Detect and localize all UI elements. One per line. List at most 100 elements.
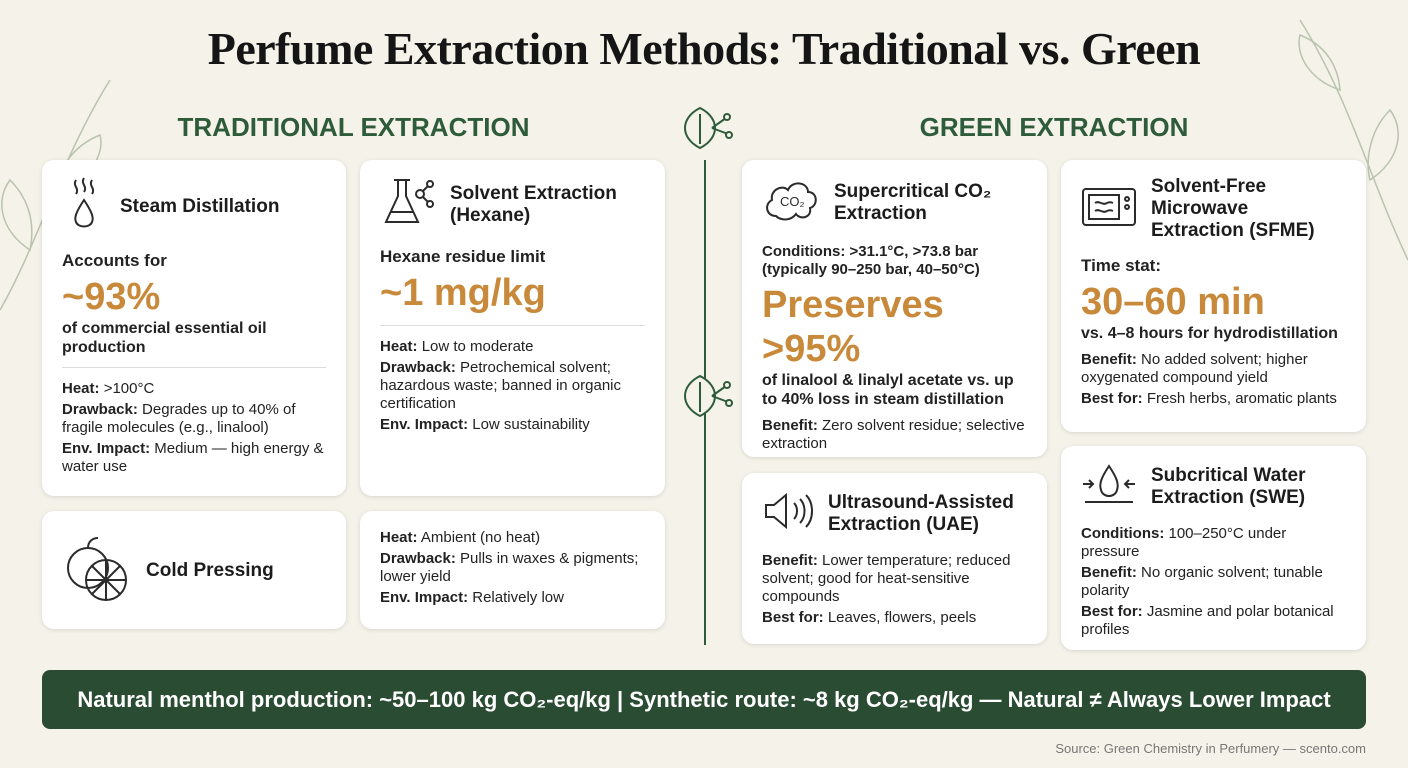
card-header: CO₂ Supercritical CO₂ Extraction [762,176,1027,229]
detail-text: No organic solvent; tunable polarity [1081,564,1323,599]
detail-line: Env. Impact: Low sustainability [380,416,645,434]
card-header: Cold Pressing [62,534,274,609]
leaf-decoration [1298,19,1408,261]
card-icon: CO₂ [762,176,820,229]
detail-line: Benefit: No added solvent; higher oxygen… [1081,351,1346,387]
card-title: Supercritical CO₂ Extraction [834,180,992,224]
card: Cold Pressing [42,511,346,629]
detail-line: Best for: Fresh herbs, aromatic plants [1081,390,1346,408]
detail-label: Benefit: [1081,564,1137,581]
detail-line: Conditions: 100–250°C under pressure [1081,525,1346,561]
detail-label: Drawback: [380,359,456,376]
divider-icon [684,106,733,150]
detail-label: Heat: [62,380,100,397]
detail-text: Petrochemical solvent; hazardous waste; … [380,359,621,412]
card-title: Cold Pressing [146,560,274,581]
card-header: Solvent-Free Microwave Extraction (SFME) [1081,176,1346,242]
detail-label: Conditions: [1081,525,1165,542]
separator [62,367,326,368]
detail-label: Best for: [1081,390,1143,407]
banner: Natural menthol production: ~50–100 kg C… [42,670,1366,729]
stat-note: vs. 4–8 hours for hydrodistillation [1081,325,1338,342]
card-icon [1081,185,1137,234]
stat-intro: Conditions: >31.1°C, >73.8 bar (typicall… [762,243,980,278]
card: Solvent-Free Microwave Extraction (SFME)… [1061,160,1366,432]
detail-line: Best for: Resins, spices, vanilla, flora… [762,456,1027,457]
stat-intro: Accounts for [62,251,167,270]
detail-label: Best for: [1081,603,1143,620]
detail-text: Leaves, flowers, peels [827,609,977,626]
detail-text: 100–250°C under pressure [1081,525,1287,560]
detail-label: Heat: [380,338,418,355]
card-header: Steam Distillation [62,176,326,237]
detail-text: Low sustainability [472,416,590,433]
detail-line: Best for: Jasmine and polar botanical pr… [1081,603,1346,639]
detail-text: Low to moderate [421,338,534,355]
stat-value: ~1 mg/kg [380,272,546,314]
card: Heat: Ambient (no heat) Drawback: Pulls i… [360,511,665,629]
divider-icon [684,374,733,418]
detail-line: Env. Impact: Relatively low [380,589,645,607]
card-title: Solvent-Free Microwave Extraction (SFME) [1151,176,1315,241]
detail-label: Drawback: [62,401,138,418]
detail-text: Pulls in waxes & pigments; lower yield [380,550,639,585]
stat-note: of commercial essential oil production [62,320,267,356]
card: CO₂ Supercritical CO₂ Extraction Condition… [742,160,1047,457]
detail-text: Fresh herbs, aromatic plants [1146,390,1337,407]
section-heading: GREEN EXTRACTION [919,112,1189,142]
detail-line: Benefit: Zero solvent residue; selective… [762,417,1027,453]
detail-label: Benefit: [762,552,818,569]
detail-label: Env. Impact: [380,589,469,606]
card-header: Subcritical Water Extraction (SWE) [1081,462,1346,511]
stat-value: Preserves >95% [762,284,944,370]
detail-text: Ambient (no heat) [420,529,541,546]
detail-text: >100°C [103,380,155,397]
card: Subcritical Water Extraction (SWE) Condit… [1061,446,1366,650]
stat-note: of linalool & linalyl acetate vs. up to … [762,372,1014,408]
detail-text: Degrades up to 40% of fragile molecules … [62,401,296,436]
card-title: Subcritical Water Extraction (SWE) [1151,464,1306,508]
detail-label: Benefit: [762,417,818,434]
detail-line: Benefit: No organic solvent; tunable pol… [1081,564,1346,600]
detail-line: Heat: >100°C [62,380,326,398]
detail-line: Drawback: Pulls in waxes & pigments; low… [380,550,645,586]
detail-label: Heat: [380,529,418,546]
card-icon [762,489,814,538]
detail-label: Benefit: [1081,351,1137,368]
detail-text: Lower temperature; reduced solvent; good… [762,552,1011,605]
card-header: Solvent Extraction (Hexane) [380,176,645,233]
detail-line: Env. Impact: Medium — high energy & wate… [62,440,326,476]
stat-intro: Time stat: [1081,256,1161,275]
detail-line: Drawback: Petrochemical solvent; hazardo… [380,359,645,413]
page-title: Perfume Extraction Methods: Traditional … [207,23,1201,74]
card: Solvent Extraction (Hexane) Hexane residu… [360,160,665,496]
source-note: Source: Green Chemistry in Perfumery — s… [1055,741,1366,756]
detail-label: Best for: [762,456,824,457]
detail-line: Best for: Leaves, flowers, peels [762,609,1027,627]
card-icon [62,534,132,609]
detail-text: Zero solvent residue; selective extracti… [762,417,1025,452]
section-heading: TRADITIONAL EXTRACTION [177,112,530,142]
detail-line: Heat: Ambient (no heat) [380,529,645,547]
card-icon [62,176,106,237]
stat-value: ~93% [62,276,161,318]
card-header: Ultrasound-Assisted Extraction (UAE) [762,489,1027,538]
card-title: Solvent Extraction (Hexane) [450,182,617,226]
separator [380,325,645,326]
detail-line: Heat: Low to moderate [380,338,645,356]
detail-label: Best for: [762,609,824,626]
detail-text: Resins, spices, vanilla, florals [828,456,1024,457]
card: Steam Distillation Accounts for ~93% of com… [42,160,346,496]
detail-line: Drawback: Degrades up to 40% of fragile … [62,401,326,437]
svg-text:CO₂: CO₂ [780,194,805,209]
detail-text: Jasmine and polar botanical profiles [1081,603,1334,638]
card: Ultrasound-Assisted Extraction (UAE) Bene… [742,473,1047,644]
card-icon [380,176,436,233]
card-title: Steam Distillation [120,195,280,217]
stat-intro: Hexane residue limit [380,247,546,266]
detail-label: Drawback: [380,550,456,567]
card-icon [1081,462,1137,511]
detail-label: Env. Impact: [62,440,151,457]
detail-label: Env. Impact: [380,416,469,433]
